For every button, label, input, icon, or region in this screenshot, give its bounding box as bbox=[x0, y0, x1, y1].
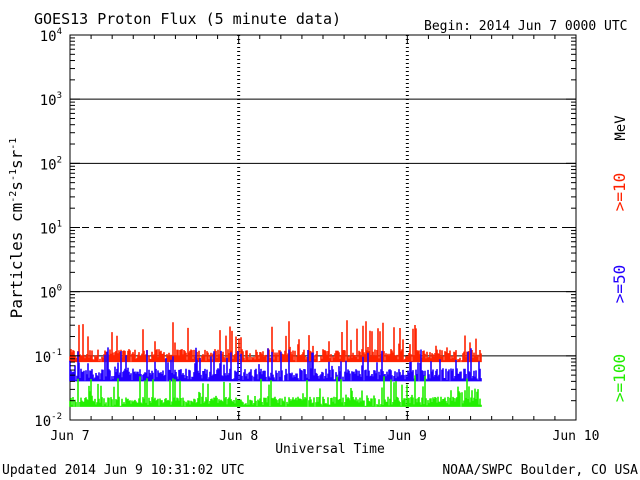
y-axis-ticks: 10-2 10-1 100 101 102 103 104 bbox=[34, 27, 576, 430]
begin-time: Begin: 2014 Jun 7 0000 UTC bbox=[424, 19, 628, 34]
ylabel-exp1: -2 bbox=[8, 191, 19, 203]
x-tick-label: Jun 7 bbox=[50, 429, 89, 444]
x-tick-label: Jun 9 bbox=[388, 429, 427, 444]
y-tick-label: 101 bbox=[40, 220, 62, 238]
series-line bbox=[69, 347, 482, 382]
y-tick-label: 104 bbox=[40, 27, 62, 45]
updated-timestamp: Updated 2014 Jun 9 10:31:02 UTC bbox=[2, 463, 245, 478]
ylabel-base: Particles cm bbox=[7, 203, 26, 319]
y-tick-label: 10-1 bbox=[34, 348, 62, 366]
y-tick-label: 10-2 bbox=[34, 412, 62, 430]
legend-entry-100mev: >=100 bbox=[610, 354, 629, 402]
chart-title: GOES13 Proton Flux (5 minute data) bbox=[34, 10, 341, 28]
series-line bbox=[69, 320, 482, 363]
y-axis-label: Particles cm-2s-1sr-1 bbox=[7, 138, 26, 319]
legend-entry-10mev: >=10 bbox=[610, 173, 629, 212]
legend-entry-50mev: >=50 bbox=[610, 265, 629, 304]
ylabel-mid2: sr bbox=[7, 149, 26, 169]
y-tick-label: 102 bbox=[40, 155, 62, 173]
x-axis-label: Universal Time bbox=[275, 442, 385, 457]
credit-text: NOAA/SWPC Boulder, CO USA bbox=[442, 463, 638, 478]
y-tick-label: 103 bbox=[40, 91, 62, 109]
grid-lines bbox=[70, 35, 576, 420]
series-group bbox=[69, 320, 482, 407]
x-axis-ticks: Jun 7 Jun 8 Jun 9 Jun 10 bbox=[50, 35, 599, 444]
ylabel-mid1: s bbox=[7, 181, 26, 191]
ylabel-exp2: -1 bbox=[8, 169, 19, 181]
legend-unit: MeV bbox=[613, 115, 629, 141]
x-tick-label: Jun 10 bbox=[553, 429, 600, 444]
ylabel-exp3: -1 bbox=[8, 138, 19, 150]
y-tick-label: 100 bbox=[40, 284, 62, 302]
series-line bbox=[69, 375, 482, 407]
x-tick-label: Jun 8 bbox=[219, 429, 258, 444]
